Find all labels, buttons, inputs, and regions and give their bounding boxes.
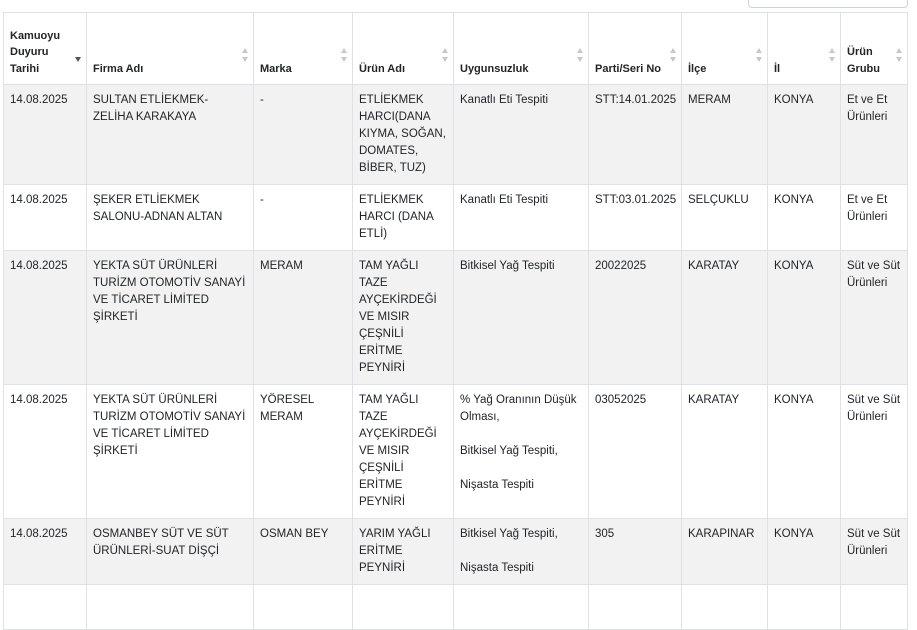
cell-issue: Bitkisel Yağ Tespiti, Nişasta Tespiti [453,518,589,585]
table-row: 14.08.2025 SULTAN ETLİEKMEK-ZELİHA KARAK… [3,84,908,185]
cell-province: KONYA [767,184,841,251]
cell-brand: MERAM [253,250,353,385]
cell-issue: Bitkisel Yağ Tespiti [453,250,589,385]
cell-product: ETLİEKMEK HARCI(DANA KIYMA, SOĞAN, DOMAT… [352,84,454,185]
cell-date: 14.08.2025 [3,184,87,251]
issue-item: Bitkisel Yağ Tespiti, [460,445,558,457]
cell-brand: YÖRESEL MERAM [253,384,353,519]
table-row: 14.08.2025 YEKTA SÜT ÜRÜNLERİ TURİZM OTO… [3,250,908,385]
column-header-label: Ürün Adı [359,62,406,75]
cell-brand: - [253,84,353,185]
cell-district: SELÇUKLU [681,184,768,251]
cell-brand [253,584,353,630]
column-header-label: Marka [260,62,292,75]
cell-date: 14.08.2025 [3,250,87,385]
cell-group: Süt ve Süt Ürünleri [840,384,908,519]
table-row: 14.08.2025 YEKTA SÜT ÜRÜNLERİ TURİZM OTO… [3,384,908,519]
cell-issue: Kanatlı Eti Tespiti [453,84,589,185]
cell-batch: 20022025 [588,250,682,385]
cell-product: TAM YAĞLI TAZE AYÇEKİRDEĞİ VE MISIR ÇEŞN… [352,384,454,519]
column-header-date[interactable]: Kamuoyu Duyuru Tarihi [3,12,87,85]
cell-firm: OSMANBEY SÜT VE SÜT ÜRÜNLERİ-SUAT DİŞÇİ [86,518,254,585]
cell-firm: YEKTA SÜT ÜRÜNLERİ TURİZM OTOMOTİV SANAY… [86,384,254,519]
cell-district: MERAM [681,84,768,185]
cell-group [840,584,908,630]
issue-item: Kanatlı Eti Tespiti [460,94,549,106]
cell-firm: ŞEKER ETLİEKMEK SALONU-ADNAN ALTAN [86,184,254,251]
cell-date [3,584,87,630]
cell-batch: 305 [588,518,682,585]
sort-desc-icon [75,48,81,62]
issue-item: Bitkisel Yağ Tespiti [460,260,555,272]
column-header-group[interactable]: Ürün Grubu [840,12,908,85]
cell-province: KONYA [767,84,841,185]
table-row: 14.08.2025 ŞEKER ETLİEKMEK SALONU-ADNAN … [3,184,908,251]
table-row [3,584,908,630]
column-header-firm[interactable]: Firma Adı [86,12,254,85]
cell-batch: STT:03.01.2025 [588,184,682,251]
column-header-label: İlçe [688,62,707,75]
cell-firm: SULTAN ETLİEKMEK-ZELİHA KARAKAYA [86,84,254,185]
cell-group: Süt ve Süt Ürünleri [840,250,908,385]
cell-batch [588,584,682,630]
cell-province: KONYA [767,518,841,585]
sort-icon [756,48,762,62]
cell-district [681,584,768,630]
column-header-label: İl [774,62,781,75]
cell-product: ETLİEKMEK HARCI (DANA ETLİ) [352,184,454,251]
column-header-province[interactable]: İl [767,12,841,85]
cell-product: YARIM YAĞLI ERİTME PEYNİRİ [352,518,454,585]
sort-icon [829,48,835,62]
cell-province: KONYA [767,384,841,519]
sort-icon [577,48,583,62]
sort-icon [442,48,448,62]
cell-group: Et ve Et Ürünleri [840,184,908,251]
sort-icon [242,48,248,62]
cell-province [767,584,841,630]
issue-item: Bitkisel Yağ Tespiti, [460,528,558,540]
cell-district: KARATAY [681,250,768,385]
cell-issue: Kanatlı Eti Tespiti [453,184,589,251]
issue-item: Nişasta Tespiti [460,562,534,574]
table-header-row: Kamuoyu Duyuru Tarihi Firma Adı Marka Ür… [3,12,908,85]
table-row: 14.08.2025 OSMANBEY SÜT VE SÜT ÜRÜNLERİ-… [3,518,908,585]
issue-item: % Yağ Oranının Düşük Olması, [460,394,577,423]
column-header-label: Uygunsuzluk [460,62,529,75]
cell-product [352,584,454,630]
cell-firm: YEKTA SÜT ÜRÜNLERİ TURİZM OTOMOTİV SANAY… [86,250,254,385]
data-table: Kamuoyu Duyuru Tarihi Firma Adı Marka Ür… [3,12,908,630]
cell-batch: STT:14.01.2025 [588,84,682,185]
column-header-label: Firma Adı [93,62,144,75]
cell-product: TAM YAĞLI TAZE AYÇEKİRDEĞİ VE MISIR ÇEŞN… [352,250,454,385]
issue-item: Kanatlı Eti Tespiti [460,194,549,206]
cell-batch: 03052025 [588,384,682,519]
cell-date: 14.08.2025 [3,518,87,585]
column-header-label: Parti/Seri No [595,62,662,75]
cell-province: KONYA [767,250,841,385]
cell-group: Süt ve Süt Ürünleri [840,518,908,585]
column-header-issue[interactable]: Uygunsuzluk [453,12,589,85]
sort-icon [341,48,347,62]
sort-icon [896,48,902,62]
column-header-label: Ürün Grubu [847,46,880,75]
column-header-label: Kamuoyu Duyuru Tarihi [10,29,61,75]
cell-group: Et ve Et Ürünleri [840,84,908,185]
cell-firm [86,584,254,630]
cell-date: 14.08.2025 [3,384,87,519]
cell-district: KARAPINAR [681,518,768,585]
sort-icon [670,48,676,62]
issue-item: Nişasta Tespiti [460,479,534,491]
column-header-brand[interactable]: Marka [253,12,353,85]
column-header-batch[interactable]: Parti/Seri No [588,12,682,85]
column-header-district[interactable]: İlçe [681,12,768,85]
cell-brand: - [253,184,353,251]
cell-issue: % Yağ Oranının Düşük Olması, Bitkisel Ya… [453,384,589,519]
cell-issue [453,584,589,630]
cell-brand: OSMAN BEY [253,518,353,585]
search-input[interactable] [748,0,908,8]
cell-date: 14.08.2025 [3,84,87,185]
column-header-product[interactable]: Ürün Adı [352,12,454,85]
cell-district: KARATAY [681,384,768,519]
